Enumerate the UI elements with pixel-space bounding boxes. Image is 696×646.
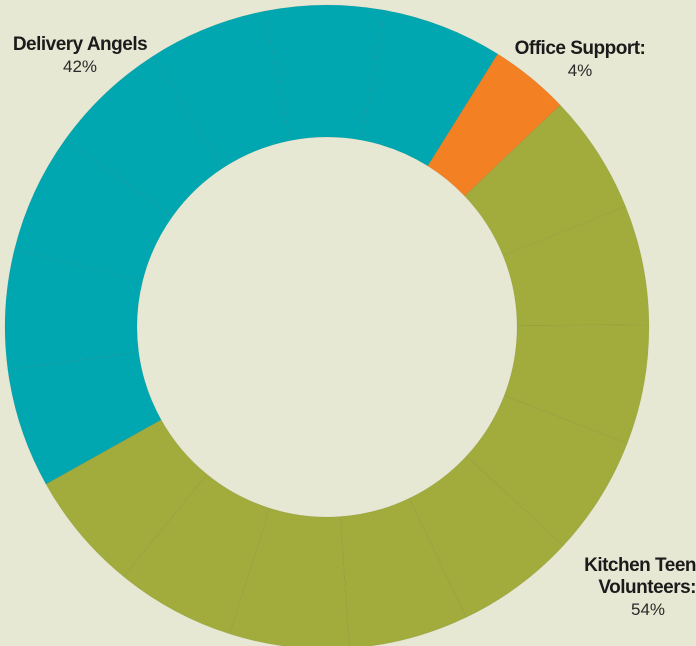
slice-kitchen-teen-volunteers-part [465,395,628,547]
label-office-support-pct: 4% [567,61,593,80]
slice-kitchen-teen-volunteers-part [408,455,564,618]
slice-kitchen-teen-volunteers-part [502,205,650,327]
slice-kitchen-teen-volunteers-part [122,473,271,635]
donut-slices [4,4,650,646]
slice-kitchen-teen-volunteers-part [45,419,208,578]
label-delivery-angels-pct: 42% [62,57,98,76]
slice-kitchen-teen-volunteers-part [503,324,650,444]
slice-delivery-angels-part [7,351,162,485]
label-delivery-angels-name: Delivery Angels [12,34,148,55]
slice-delivery-angels-part [360,9,499,167]
label-kitchen-teen-volunteers: Kitchen Teen Volunteers: 54% [570,555,696,621]
label-office-support-name: Office Support: [514,38,646,59]
label-office-support: Office Support: 4% [495,38,665,82]
label-delivery-angels: Delivery Angels 42% [0,34,160,78]
slice-kitchen-teen-volunteers-part [339,497,467,646]
label-kitchen-teen-volunteers-pct: 54% [630,600,666,619]
label-kitchen-teen-volunteers-name: Kitchen Teen Volunteers: [584,555,696,598]
